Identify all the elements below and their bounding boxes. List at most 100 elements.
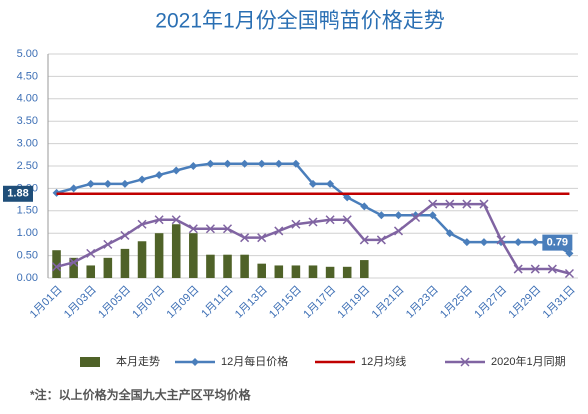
legend-label: 12月均线 xyxy=(361,354,406,368)
bar xyxy=(137,241,147,278)
marker xyxy=(393,226,404,236)
y-tick-label: 1.50 xyxy=(17,205,38,217)
marker xyxy=(138,175,147,184)
bar xyxy=(360,260,369,278)
marker xyxy=(86,179,95,188)
x-tick-label: 1月25日 xyxy=(438,284,475,321)
x-tick-label: 1月09日 xyxy=(164,284,201,321)
marker xyxy=(531,238,540,247)
y-tick-label: 3.50 xyxy=(17,115,38,127)
marker xyxy=(154,215,164,225)
x-tick-label: 1月03日 xyxy=(62,284,99,321)
data-label: 1.88 xyxy=(7,188,28,200)
marker xyxy=(274,226,284,236)
marker xyxy=(513,264,523,274)
bar xyxy=(291,265,301,278)
bar xyxy=(154,233,164,278)
marker xyxy=(205,224,215,234)
bar xyxy=(171,224,181,278)
x-tick-label: 1月05日 xyxy=(96,284,133,321)
bar xyxy=(223,254,232,278)
marker xyxy=(394,211,403,220)
data-label-box xyxy=(3,185,33,202)
marker xyxy=(155,170,164,179)
legend-label: 本月走势 xyxy=(116,354,160,368)
legend-label: 12月每日价格 xyxy=(221,354,288,368)
bar xyxy=(69,257,78,278)
marker xyxy=(309,179,317,188)
y-tick-label: 0.50 xyxy=(17,250,38,262)
marker xyxy=(564,268,574,279)
data-label: 0.79 xyxy=(547,237,568,249)
marker xyxy=(479,238,488,247)
marker xyxy=(514,238,523,247)
x-tick-label: 1月23日 xyxy=(404,284,441,321)
bar xyxy=(120,248,130,278)
bar xyxy=(325,266,335,278)
x-tick-label: 1月15日 xyxy=(267,284,304,321)
legend-marker xyxy=(460,357,470,367)
bar xyxy=(189,233,198,278)
marker xyxy=(376,235,386,245)
x-tick-label: 1月11日 xyxy=(199,284,235,320)
chart-title: 2021年1月份全国鸭苗价格走势 xyxy=(155,10,444,33)
marker xyxy=(428,211,437,220)
marker xyxy=(325,215,335,225)
data-label-box xyxy=(542,234,573,251)
bar xyxy=(86,265,96,278)
marker xyxy=(240,159,249,168)
y-tick-label: 4.50 xyxy=(17,70,38,82)
bar xyxy=(206,254,215,278)
bar xyxy=(240,254,249,278)
marker xyxy=(52,262,62,272)
marker xyxy=(103,179,112,188)
marker xyxy=(360,202,369,211)
marker xyxy=(291,159,300,168)
marker xyxy=(137,219,147,229)
marker xyxy=(530,264,540,274)
marker xyxy=(479,199,489,209)
bar xyxy=(308,265,318,278)
y-tick-label: 1.00 xyxy=(17,227,38,239)
y-tick-label: 3.00 xyxy=(17,138,38,150)
x-tick-label: 1月19日 xyxy=(335,284,372,321)
x-tick-label: 1月27日 xyxy=(472,284,509,321)
marker xyxy=(86,248,96,258)
marker xyxy=(120,179,129,188)
marker xyxy=(377,211,386,220)
legend-marker xyxy=(191,358,199,366)
marker xyxy=(69,184,78,193)
marker xyxy=(342,215,352,225)
marker xyxy=(326,179,335,188)
marker xyxy=(240,233,250,243)
y-tick-label: 4.00 xyxy=(17,93,38,105)
marker xyxy=(462,199,472,209)
marker xyxy=(411,212,421,223)
marker xyxy=(222,224,233,234)
bar xyxy=(257,263,266,278)
bar xyxy=(342,266,352,278)
marker xyxy=(496,235,506,245)
bar xyxy=(52,250,61,278)
y-tick-label: 5.00 xyxy=(17,48,38,60)
marker xyxy=(274,159,283,168)
marker xyxy=(308,217,318,227)
footnote: *注：以上价格为全国九大主产区平均价格 xyxy=(30,387,252,402)
marker xyxy=(291,219,301,229)
marker xyxy=(547,264,557,274)
marker xyxy=(462,238,471,247)
marker xyxy=(172,166,181,175)
marker xyxy=(445,199,455,209)
bar xyxy=(274,265,284,278)
bar xyxy=(103,257,113,278)
marker xyxy=(343,193,352,202)
marker xyxy=(257,159,266,168)
marker xyxy=(120,230,130,240)
x-tick-label: 1月31日 xyxy=(541,284,578,321)
legend-swatch xyxy=(80,357,100,367)
y-tick-label: 0.00 xyxy=(17,272,38,284)
marker xyxy=(103,239,113,249)
marker xyxy=(206,159,215,168)
x-tick-label: 1月29日 xyxy=(506,284,543,321)
